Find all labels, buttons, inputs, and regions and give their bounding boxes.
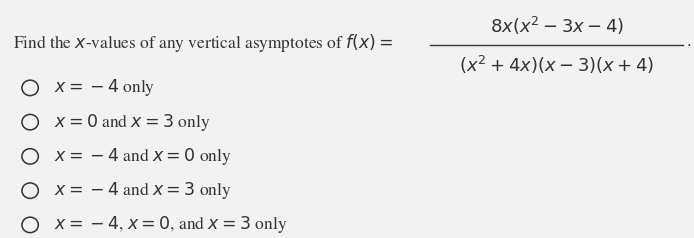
Text: $x = -4$ and $x = 3$ only: $x = -4$ and $x = 3$ only <box>54 180 232 201</box>
Text: $x = -4$ and $x = 0$ only: $x = -4$ and $x = 0$ only <box>54 146 232 167</box>
Text: $(x^2 + 4x)(x - 3)(x + 4)$: $(x^2 + 4x)(x - 3)(x + 4)$ <box>459 54 654 76</box>
Text: .: . <box>687 34 691 50</box>
Text: Find the $x$-values of any vertical asymptotes of $f(x) =$: Find the $x$-values of any vertical asym… <box>13 32 393 54</box>
Text: $x = -4$, $x = 0$, and $x = 3$ only: $x = -4$, $x = 0$, and $x = 3$ only <box>54 214 287 235</box>
Text: $x = 0$ and $x = 3$ only: $x = 0$ and $x = 3$ only <box>54 112 210 133</box>
Text: $x = -4$ only: $x = -4$ only <box>54 77 155 98</box>
Text: $8x(x^2 - 3x - 4)$: $8x(x^2 - 3x - 4)$ <box>489 15 624 37</box>
